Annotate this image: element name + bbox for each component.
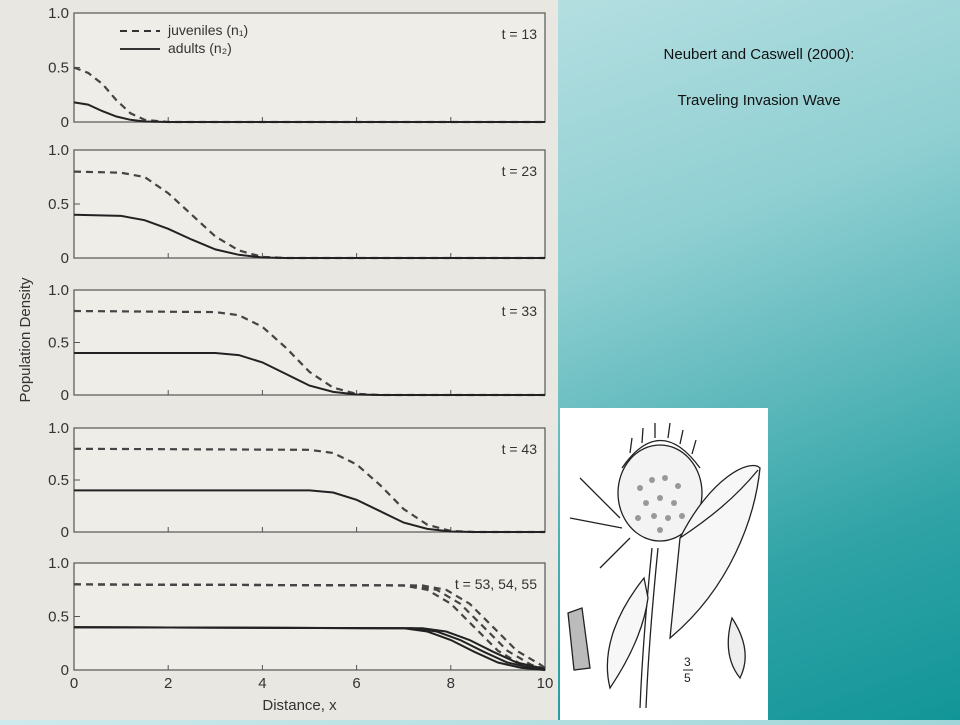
x-tick-label: 10 <box>537 675 554 692</box>
x-tick-label: 0 <box>70 675 78 692</box>
x-tick-label: 8 <box>447 675 455 692</box>
y-tick-label: 1.0 <box>48 5 69 22</box>
x-axis-title: Distance, x <box>262 697 337 714</box>
panel-label-4: t = 43 <box>502 441 538 457</box>
y-tick-label: 0.5 <box>48 609 69 626</box>
figure-panel: 0 0.5 1.0 t = 13 0 0.5 1.0 t = 23 0 0.5 1.0 t = 33 0… <box>0 0 558 720</box>
panel-frame-1 <box>73 12 546 123</box>
y-tick-label: 0.5 <box>48 335 69 352</box>
panel-label-5: t = 53, 54, 55 <box>455 576 537 592</box>
caption-citation: Neubert and Caswell (2000): <box>663 46 855 63</box>
series-line-adults <box>74 489 545 533</box>
y-tick-label: 1.0 <box>48 420 69 437</box>
series-line-adults <box>74 352 545 396</box>
x-tick-label: 4 <box>258 675 266 692</box>
x-tick-label: 6 <box>352 675 360 692</box>
y-tick-label: 0.5 <box>48 196 69 213</box>
y-tick-label: 0 <box>61 250 69 267</box>
thistle-scale-numerator: 3 <box>684 655 691 669</box>
panel-label-3: t = 33 <box>502 303 538 319</box>
x-tick-label: 2 <box>164 675 172 692</box>
y-tick-label: 0 <box>61 114 69 131</box>
y-tick-label: 0.5 <box>48 60 69 77</box>
y-axis-title: Population Density <box>17 277 34 403</box>
y-tick-label: 0.5 <box>48 472 69 489</box>
y-tick-label: 1.0 <box>48 142 69 159</box>
legend-label-2: adults (n₂) <box>168 40 232 56</box>
series-line-adults <box>73 101 545 123</box>
caption-title: Traveling Invasion Wave <box>677 92 841 109</box>
panel-label-2: t = 23 <box>502 163 538 179</box>
thistle-drawing: 3 5 <box>567 422 761 709</box>
y-tick-label: 0 <box>61 662 69 679</box>
legend-label-1: juveniles (n₁) <box>167 22 248 38</box>
thistle-scale-denominator: 5 <box>684 671 691 685</box>
series-line-adults-t-55 <box>73 626 546 670</box>
invasion-wave-chart: 0 0.5 1.0 t = 13 0 0.5 1.0 t = 23 0 0.5 1.0 t = 33 0… <box>17 5 554 714</box>
series-line-adults <box>73 213 545 259</box>
y-tick-label: 0 <box>61 524 69 541</box>
thistle-illustration: 3 5 <box>560 408 768 720</box>
panel-label-1: t = 13 <box>502 26 538 42</box>
y-tick-label: 1.0 <box>48 282 69 299</box>
panel-frame-2 <box>73 149 546 259</box>
series-line-juveniles-t-55 <box>73 583 546 669</box>
panel-frame-4 <box>73 427 546 533</box>
series-line-juveniles <box>73 170 545 260</box>
panel-frame-3 <box>73 289 546 396</box>
y-tick-label: 1.0 <box>48 555 69 572</box>
y-tick-label: 0 <box>61 387 69 404</box>
